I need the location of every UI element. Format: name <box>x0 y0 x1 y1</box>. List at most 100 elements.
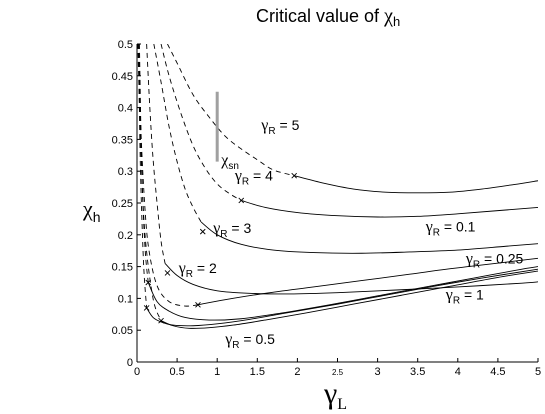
y-tick-label: 0.25 <box>112 198 133 210</box>
series-markers <box>143 91 298 324</box>
series-gamma-r-2 <box>146 44 538 295</box>
x-tick-label: 4.5 <box>490 366 505 378</box>
axes <box>136 44 538 363</box>
annotation-gr2-rest: = 2 <box>193 260 217 276</box>
annotation-gr3-rest: = 3 <box>228 220 252 236</box>
annotation-gr01-symbol: γ <box>425 219 433 236</box>
x-tick-label: 3 <box>375 366 381 378</box>
chart-title-main: Critical value of <box>256 6 384 26</box>
y-tick-label: 0.4 <box>118 103 133 115</box>
y-tick-label: 0.05 <box>112 325 133 337</box>
x-axis-label-main: γ <box>323 377 337 410</box>
series-line-solid-gamma-r-0-25 <box>147 266 538 321</box>
y-tick-label: 0.3 <box>118 166 133 178</box>
marker-gamma-r-0-1 <box>195 301 201 308</box>
annotation-gr3-symbol: γ <box>212 220 220 237</box>
x-tick-label: 1.5 <box>250 366 265 378</box>
annotation-gr1: γR = 1 <box>445 287 484 307</box>
svg-text:χh: χh <box>82 196 101 225</box>
y-tick-label: 0 <box>127 357 133 369</box>
series-line-dashed-gamma-r-5 <box>167 44 295 177</box>
annotation-gr025-sub: R <box>473 259 480 270</box>
chart-title-text: Critical value of χh <box>256 5 400 29</box>
marker-gamma-r-4 <box>238 197 245 204</box>
x-tick-label: 2 <box>294 366 300 378</box>
annotation-gr025-symbol: γ <box>465 250 473 267</box>
annotation-gr4: γR = 4 <box>234 168 273 188</box>
y-tick-label: 0.5 <box>118 39 133 51</box>
tick-marks: 0 0.5 1 1.5 2 2.5 3 3.5 4 4.5 5 0 0.05 0.1 0.15 0.2 0.25… <box>112 39 541 378</box>
annotation-xsn-sub: sn <box>228 161 239 172</box>
annotation-gr4-symbol: γ <box>234 168 242 185</box>
annotation-gr05: γR = 0.5 <box>224 331 275 351</box>
series-line-dashed-gamma-r-0-1 <box>138 44 199 307</box>
curve-annotations: γR = 5γR = 4γR = 3γR = 2γR = 0.1γR = 0.2… <box>178 117 524 351</box>
annotation-gr5: γR = 5 <box>260 117 299 137</box>
chart-title-symbol: χ <box>383 5 393 27</box>
series-gamma-r-3 <box>153 44 538 254</box>
annotation-gr05-sub: R <box>232 340 239 351</box>
series-gamma-r-5 <box>167 44 538 194</box>
x-tick-label: 3.5 <box>410 366 425 378</box>
series-line-dashed-gamma-r-4 <box>160 44 242 201</box>
svg-text:γL: γL <box>323 377 347 413</box>
series-line-dashed-gamma-r-3 <box>153 44 202 223</box>
series-line-solid-gamma-r-5 <box>294 175 538 194</box>
annotation-gr2: γR = 2 <box>178 260 217 280</box>
series-gamma-r-4 <box>160 44 538 218</box>
marker-gamma-r-2 <box>164 270 171 276</box>
y-axis-label: χh <box>82 196 101 225</box>
series-gamma-r-0-1 <box>138 44 538 307</box>
series-line-solid-gamma-r-2 <box>164 263 538 295</box>
annotation-gr4-rest: = 4 <box>249 168 273 184</box>
annotation-gr2-symbol: γ <box>178 260 186 277</box>
annotation-gr5-rest: = 5 <box>276 117 300 133</box>
series-line-solid-gamma-r-3 <box>200 221 538 254</box>
annotation-gr025-rest: = 0.25 <box>480 250 523 266</box>
series-gamma-r-1 <box>137 44 538 329</box>
marker-gamma-r-3 <box>199 228 206 235</box>
chart-title-sub: h <box>393 14 400 29</box>
series-line-dashed-gamma-r-2 <box>146 44 166 264</box>
y-axis-label-main: χ <box>82 196 93 221</box>
annotation-xsn: χsn <box>220 152 239 172</box>
annotation-gr01-rest: = 0.1 <box>440 219 476 235</box>
series-line-solid-gamma-r-4 <box>241 200 538 218</box>
x-tick-label: 2.5 <box>332 368 344 377</box>
marker-gamma-r-1 <box>158 317 164 324</box>
x-tick-label: 1 <box>214 366 220 378</box>
series-lines <box>137 44 538 329</box>
annotation-gr01-sub: R <box>433 228 440 239</box>
x-axis-label: γL <box>323 377 347 413</box>
series-line-solid-gamma-r-1 <box>160 270 538 329</box>
y-tick-label: 0.15 <box>112 262 133 274</box>
y-tick-label: 0.2 <box>118 230 133 242</box>
marker-gamma-r-5 <box>291 172 298 179</box>
annotation-gr4-sub: R <box>242 177 249 188</box>
y-axis-label-sub: h <box>93 209 101 225</box>
series-line-dashed-gamma-r-1 <box>137 44 162 321</box>
y-tick-label: 0.45 <box>112 71 133 83</box>
marker-gamma-r-0-25 <box>145 279 152 286</box>
series-line-solid-gamma-r-0-5 <box>146 268 538 327</box>
x-tick-label: 4 <box>455 366 461 378</box>
chart-title: Critical value of χh <box>256 5 400 29</box>
annotation-gr05-symbol: γ <box>224 331 232 348</box>
annotation-gr5-sub: R <box>268 126 275 137</box>
annotation-gr3-sub: R <box>220 229 227 240</box>
annotation-gr01: γR = 0.1 <box>425 219 476 239</box>
annotation-gr025: γR = 0.25 <box>465 250 524 270</box>
x-tick-label: 0 <box>134 366 140 378</box>
annotation-gr05-rest: = 0.5 <box>240 331 276 347</box>
y-tick-label: 0.1 <box>118 293 133 305</box>
annotation-gr5-symbol: γ <box>260 117 268 134</box>
annotation-xsn-symbol: χ <box>220 152 229 169</box>
annotation-gr3: γR = 3 <box>212 220 251 240</box>
annotation-gr1-sub: R <box>453 296 460 307</box>
series-line-solid-gamma-r-0-1 <box>197 257 538 306</box>
y-tick-label: 0.35 <box>112 134 133 146</box>
annotation-gr2-sub: R <box>186 269 193 280</box>
x-axis-label-sub: L <box>337 396 347 413</box>
annotation-gr1-symbol: γ <box>445 287 453 304</box>
